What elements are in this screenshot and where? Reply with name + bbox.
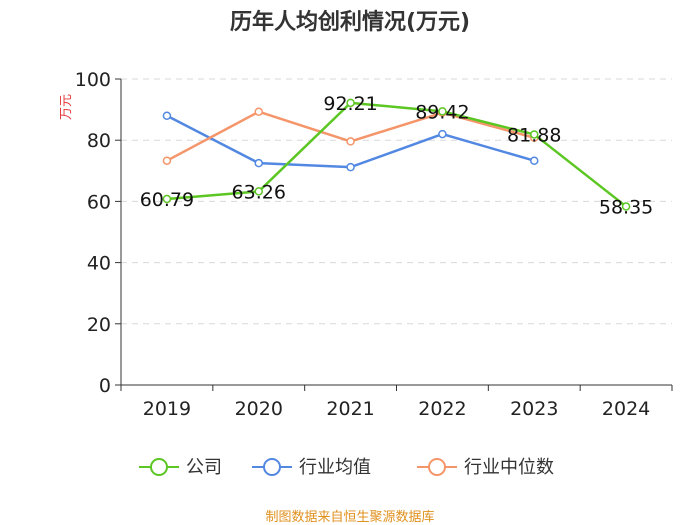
data-point bbox=[530, 156, 539, 165]
data-label: 60.79 bbox=[140, 189, 194, 211]
data-point bbox=[346, 162, 355, 172]
x-tick-label: 2019 bbox=[143, 398, 191, 420]
data-point bbox=[254, 158, 263, 168]
data-point bbox=[530, 130, 539, 139]
data-point bbox=[438, 129, 447, 139]
legend-swatch-marker bbox=[150, 458, 168, 476]
legend-item-1[interactable]: 行业均值 bbox=[299, 457, 371, 478]
y-tick-label: 100 bbox=[75, 69, 111, 91]
data-point bbox=[162, 156, 172, 165]
y-tick-label: 40 bbox=[87, 253, 111, 275]
x-tick-label: 2022 bbox=[418, 398, 466, 420]
series-lines bbox=[162, 98, 631, 211]
data-label: 63.26 bbox=[232, 181, 286, 203]
legend: 公司 行业均值 行业中位数 bbox=[139, 457, 554, 478]
x-tick-label: 2020 bbox=[235, 398, 283, 420]
axes bbox=[115, 78, 673, 391]
data-point bbox=[162, 194, 172, 204]
series-line-0 bbox=[166, 101, 627, 208]
series-line-2 bbox=[166, 110, 535, 162]
y-axis-label: 万元 bbox=[59, 94, 74, 120]
x-tick-label: 2021 bbox=[326, 398, 374, 420]
data-point bbox=[438, 107, 447, 116]
y-tick-label: 20 bbox=[87, 314, 111, 336]
x-tick-label: 2024 bbox=[602, 398, 650, 420]
data-labels: 60.79 63.26 92.21 89.42 81.88 58.35 bbox=[140, 93, 654, 219]
data-point bbox=[346, 137, 355, 146]
data-label: 58.35 bbox=[599, 196, 653, 218]
data-label: 81.88 bbox=[507, 124, 561, 146]
legend-swatch-marker bbox=[263, 458, 281, 476]
legend-swatch-marker bbox=[428, 458, 446, 476]
data-point bbox=[346, 98, 355, 108]
data-point bbox=[162, 111, 172, 120]
data-point bbox=[254, 107, 263, 116]
legend-item-2[interactable]: 行业中位数 bbox=[464, 457, 554, 478]
data-label: 92.21 bbox=[323, 93, 377, 115]
grid-lines bbox=[121, 78, 672, 325]
y-tick-label: 60 bbox=[87, 191, 111, 213]
x-tick-label: 2023 bbox=[510, 398, 558, 420]
legend-item-0[interactable]: 公司 bbox=[186, 457, 222, 478]
chart-title: 历年人均创利情况(万元) bbox=[230, 9, 470, 35]
source-note: 制图数据来自恒生聚源数据库 bbox=[265, 509, 434, 525]
data-label: 89.42 bbox=[415, 101, 469, 123]
data-point bbox=[254, 187, 263, 196]
tick-labels: 0 20 40 60 80 100 2019 2020 2021 2022 2023 2024 bbox=[75, 69, 651, 420]
y-tick-label: 80 bbox=[87, 130, 111, 152]
y-tick-label: 0 bbox=[99, 375, 111, 397]
data-point bbox=[621, 202, 631, 211]
